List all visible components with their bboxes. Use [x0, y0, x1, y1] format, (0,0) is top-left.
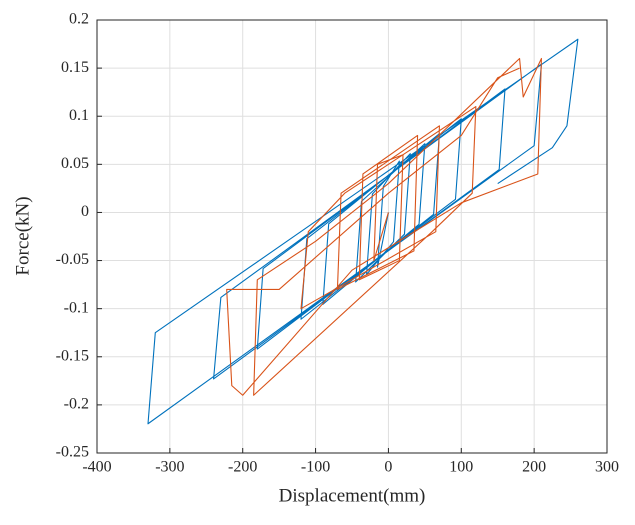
- y-tick-label: 0.2: [69, 11, 89, 28]
- series-line: [226, 57, 542, 396]
- y-tick-label: -0.05: [56, 251, 89, 268]
- x-tick-label: 200: [522, 459, 546, 476]
- x-axis-label: Displacement(mm): [279, 485, 426, 506]
- y-tick-label: -0.1: [64, 299, 89, 316]
- x-tick-label: -300: [155, 459, 184, 476]
- x-tick-label: -100: [301, 459, 330, 476]
- x-tick-label: -400: [82, 459, 111, 476]
- y-tick-label: 0: [81, 203, 89, 220]
- series-line: [147, 38, 579, 425]
- y-tick-label: -0.15: [56, 347, 89, 364]
- x-tick-label: 100: [449, 459, 473, 476]
- plot-frame: [96, 19, 608, 454]
- x-tick-label: 300: [595, 459, 619, 476]
- y-tick-label: -0.25: [56, 444, 89, 461]
- y-tick-label: 0.05: [61, 155, 89, 172]
- x-tick-label: 0: [384, 459, 392, 476]
- y-tick-label: 0.1: [69, 107, 89, 124]
- y-tick-label: -0.2: [64, 396, 89, 413]
- y-axis-label: Force(kN): [12, 196, 33, 275]
- y-tick-label: 0.15: [61, 59, 89, 76]
- x-tick-label: -200: [228, 459, 257, 476]
